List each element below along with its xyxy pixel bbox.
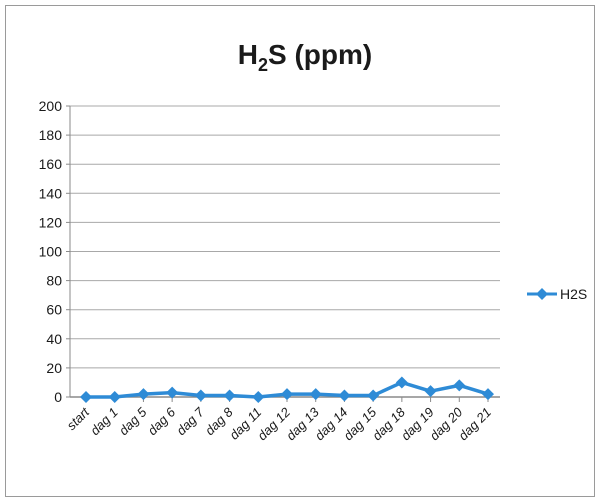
data-point	[194, 389, 207, 402]
data-point	[108, 391, 121, 403]
series-h2s	[80, 376, 494, 403]
legend: H2S	[527, 286, 587, 302]
y-tick-label: 160	[39, 156, 63, 172]
chart-title-main: H	[238, 39, 258, 70]
data-point	[367, 389, 380, 402]
chart-title-rest: S (ppm)	[268, 39, 372, 70]
y-tick-label: 120	[39, 214, 63, 230]
data-point	[166, 386, 179, 399]
x-tick-label: dag 1	[87, 405, 121, 439]
legend-label: H2S	[560, 286, 587, 302]
data-point	[453, 379, 466, 392]
data-point	[223, 389, 236, 402]
data-point	[424, 385, 437, 398]
y-tick-label: 140	[39, 185, 63, 201]
y-axis-ticks: 0 20 40 60 80 100 120 140 160 180 200	[39, 98, 70, 405]
data-point	[281, 388, 293, 401]
x-tick-label: dag 21	[455, 405, 494, 444]
chart-title-subscript: 2	[258, 55, 268, 75]
y-tick-label: 20	[46, 360, 62, 376]
data-point	[137, 388, 150, 401]
y-tick-label: 0	[54, 389, 62, 405]
y-tick-label: 60	[46, 302, 62, 318]
data-point	[482, 388, 494, 401]
x-tick-label: dag 7	[173, 404, 207, 438]
y-tick-label: 40	[46, 331, 62, 347]
x-tick-label: dag 5	[116, 404, 150, 438]
legend-marker	[536, 288, 548, 300]
y-tick-label: 100	[39, 244, 63, 260]
gridlines	[70, 105, 500, 369]
x-tick-label: dag 6	[145, 404, 179, 438]
data-point	[309, 388, 322, 401]
y-tick-label: 200	[39, 98, 63, 114]
data-point	[80, 391, 92, 403]
data-point	[338, 389, 351, 402]
data-point	[252, 391, 265, 403]
y-tick-label: 80	[46, 273, 62, 289]
chart-title: H2S (ppm)	[238, 39, 372, 75]
data-point	[395, 376, 408, 389]
y-tick-label: 180	[39, 127, 63, 143]
